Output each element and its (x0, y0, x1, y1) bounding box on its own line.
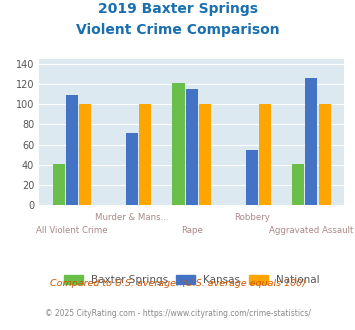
Bar (173, 83, 185, 205)
Text: Compared to U.S. average. (U.S. average equals 100): Compared to U.S. average. (U.S. average … (50, 279, 305, 288)
Text: Violent Crime Comparison: Violent Crime Comparison (76, 23, 279, 37)
Bar (186, 89, 198, 205)
Text: © 2025 CityRating.com - https://www.cityrating.com/crime-statistics/: © 2025 CityRating.com - https://www.city… (45, 309, 310, 317)
Text: 2019 Baxter Springs: 2019 Baxter Springs (98, 2, 257, 16)
Bar (318, 105, 331, 205)
Bar (199, 105, 211, 205)
Bar (305, 79, 317, 205)
Text: Murder & Mans...: Murder & Mans... (95, 213, 169, 222)
Bar (66, 95, 78, 205)
Bar (139, 105, 151, 205)
Bar (126, 133, 138, 205)
Bar (79, 105, 91, 205)
Bar (292, 164, 304, 205)
Bar (259, 105, 271, 205)
Text: All Violent Crime: All Violent Crime (36, 226, 108, 235)
Text: Robbery: Robbery (234, 213, 269, 222)
Text: Aggravated Assault: Aggravated Assault (269, 226, 354, 235)
Legend: Baxter Springs, Kansas, National: Baxter Springs, Kansas, National (60, 271, 324, 289)
Bar (246, 149, 258, 205)
Text: Rape: Rape (181, 226, 203, 235)
Bar (53, 164, 65, 205)
